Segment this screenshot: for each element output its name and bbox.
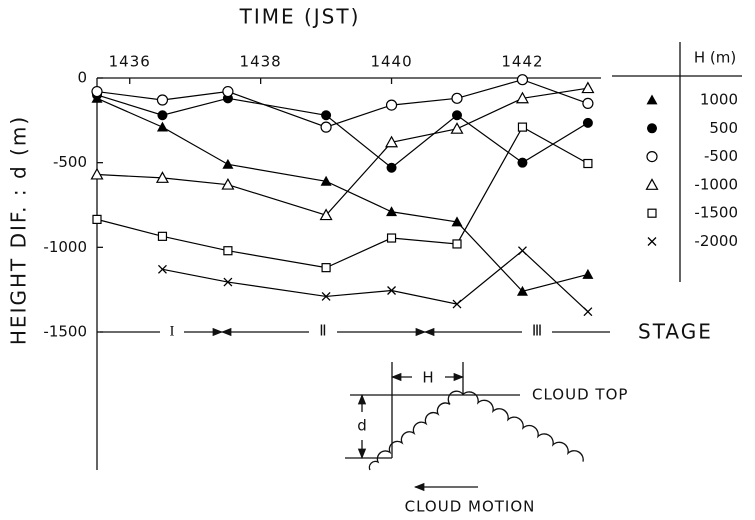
data-point (516, 285, 528, 296)
series-line (96, 126, 589, 269)
h-label: H (422, 369, 433, 387)
legend-marker (647, 208, 657, 218)
legend-marker (647, 237, 657, 246)
legend-label: -2000 (694, 232, 738, 250)
data-point (156, 94, 169, 106)
data-point (581, 81, 595, 94)
series-line (96, 97, 589, 293)
data-point (385, 99, 398, 111)
x-tick-label: 1438 (240, 53, 282, 71)
d-label: d (357, 417, 367, 435)
data-point (223, 246, 233, 256)
y-axis-label: HEIGHT DIF. : d (m) (7, 115, 31, 345)
data-point (582, 117, 593, 128)
x-tick-label: 1440 (370, 53, 412, 71)
data-point (516, 74, 529, 86)
data-point (156, 121, 168, 132)
chart-title: TIME (JST) (239, 5, 361, 29)
series-line (96, 79, 589, 128)
stage-gap (160, 322, 184, 342)
data-point (387, 286, 397, 295)
data-point (320, 175, 332, 186)
data-point (452, 299, 462, 309)
y-tick-label: -1500 (43, 323, 87, 341)
data-point (92, 214, 102, 224)
data-point (321, 110, 332, 121)
stage-gap (309, 322, 337, 342)
data-point (222, 158, 234, 169)
legend-title: H (m) (694, 49, 736, 67)
stage-name: Ⅱ (319, 323, 326, 339)
data-point (157, 110, 168, 121)
data-point (517, 122, 528, 132)
data-point (221, 177, 235, 190)
data-point (452, 110, 462, 121)
legend-label: 500 (709, 119, 738, 137)
data-point (321, 263, 331, 273)
data-point (223, 277, 233, 287)
data-point (582, 97, 594, 110)
data-point (451, 92, 463, 104)
data-point (451, 216, 463, 227)
y-tick-label: -500 (53, 153, 87, 171)
cloud-motion-label: CLOUD MOTION (405, 498, 536, 516)
stage-name: Ⅲ (532, 323, 542, 339)
data-point (386, 206, 398, 217)
y-tick-label: -1000 (43, 238, 87, 256)
data-point (517, 246, 527, 256)
x-tick-label: 1436 (109, 53, 151, 71)
data-point (582, 268, 594, 279)
data-point (450, 122, 464, 134)
data-point (90, 167, 104, 180)
data-point (517, 157, 528, 168)
data-point (385, 135, 399, 148)
data-point (320, 121, 332, 133)
stage-label: STAGE (638, 320, 713, 344)
data-point (91, 85, 103, 98)
data-point (157, 264, 167, 274)
legend-label: -1500 (694, 204, 738, 222)
legend-marker (645, 178, 659, 190)
legend-marker (646, 94, 658, 105)
data-point (222, 85, 234, 98)
stage-gap (522, 322, 552, 342)
x-tick-label: 1442 (501, 53, 543, 71)
data-point (155, 171, 169, 183)
legend-label: 1000 (700, 91, 738, 109)
y-tick-label: 0 (77, 69, 87, 87)
series-line (96, 94, 589, 169)
legend-label: -500 (704, 147, 738, 165)
data-point (321, 291, 331, 301)
data-point (319, 208, 333, 221)
data-point (583, 158, 593, 169)
data-point (157, 231, 168, 241)
legend-label: -1000 (694, 175, 738, 193)
legend-marker (647, 123, 657, 134)
data-point (386, 162, 397, 173)
data-point (583, 307, 593, 317)
legend-marker (646, 151, 658, 163)
cloud-outline (368, 390, 584, 471)
data-point (386, 233, 397, 243)
series-line (96, 87, 589, 216)
data-point (515, 91, 529, 104)
stage-name: I (170, 323, 175, 339)
cloud-top-label: CLOUD TOP (532, 386, 628, 404)
data-point (452, 239, 462, 249)
